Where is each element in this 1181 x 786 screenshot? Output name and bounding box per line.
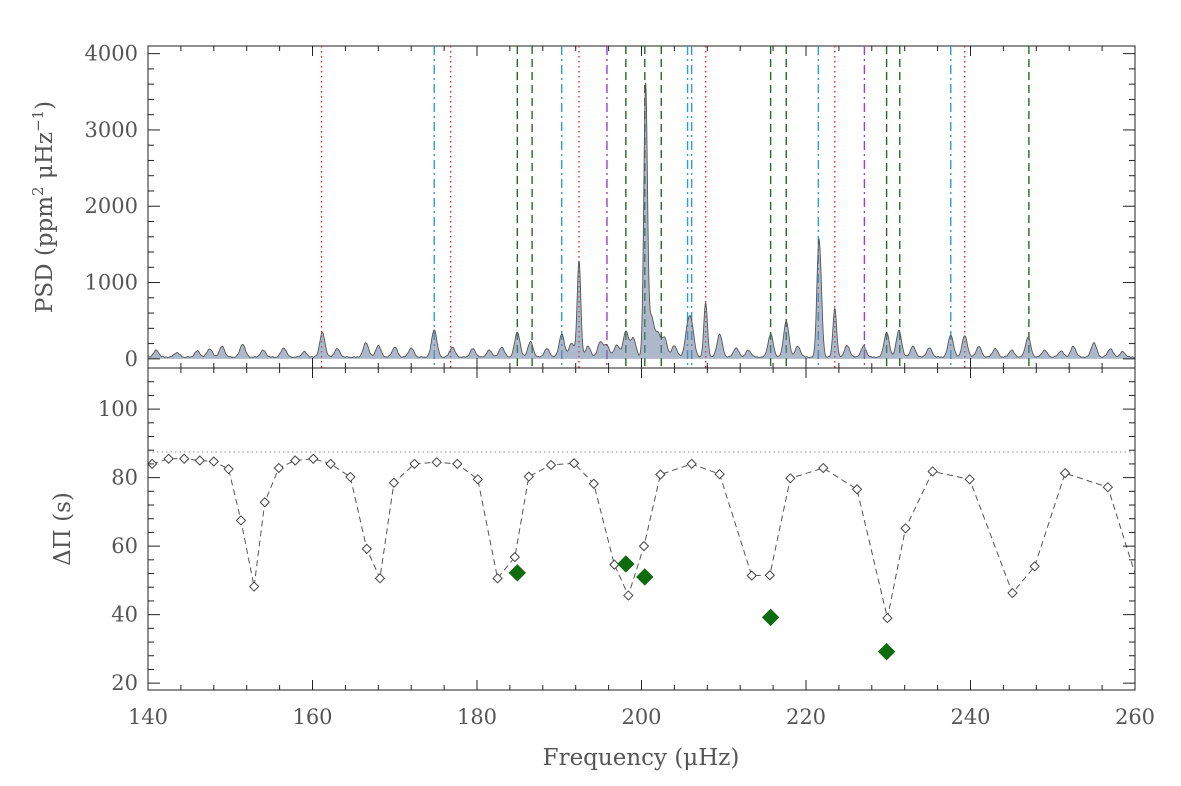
period-spacing-y-axis-label: ΔΠ (s) [50,492,76,566]
period-spacing-point [259,497,271,508]
period-spacing-point [248,581,260,592]
psd-peak-fill [148,82,1135,359]
observed-period-spacing-point [508,564,527,582]
dpi-ytick-label: 40 [111,603,138,627]
period-spacing-point [545,459,557,471]
period-spacing-point [374,573,386,584]
dpi-ytick-label: 80 [111,466,138,490]
xtick-label: 200 [621,705,661,729]
psd-ytick-label: 3000 [85,118,138,142]
period-spacing-point [178,453,190,464]
period-spacing-y-tick-labels: 20 40 60 80 100 [98,397,138,695]
period-spacing-point [900,523,911,534]
period-spacing-point [409,458,420,470]
psd-ytick-label: 0 [125,347,138,371]
period-spacing-open-diamonds [146,453,1114,624]
mode-marker-lines [320,46,1030,368]
period-spacing-point [588,478,600,489]
period-spacing-point [492,573,503,584]
period-spacing-point [568,458,580,469]
xtick-label: 140 [128,705,168,729]
psd-ytick-label: 2000 [85,194,138,218]
dpi-ytick-label: 100 [98,397,138,421]
period-spacing-point [308,453,319,464]
period-spacing-point [361,543,372,555]
psd-y-axis-label: PSD (ppm2 μHz−1) [29,101,58,313]
period-spacing-point [927,466,938,477]
period-spacing-point [1059,467,1071,479]
psd-panel-frame [147,45,1136,369]
period-spacing-point [746,570,757,581]
period-spacing-point [638,540,650,552]
period-spacing-point [714,468,725,480]
observed-period-spacing-point [877,642,896,661]
psd-ytick-label: 4000 [85,42,138,66]
xtick-label: 160 [292,705,332,729]
xtick-label: 240 [950,705,990,729]
dpi-ytick-label: 20 [111,671,138,695]
x-tick-labels: 140 160 180 200 220 240 260 [128,705,1155,729]
dpi-ytick-label: 60 [111,534,138,558]
period-spacing-point [623,590,634,601]
psd-panel: 0 1000 2000 3000 4000 PSD (ppm2 μHz−1) [29,42,1136,371]
period-spacing-point [851,484,863,495]
xtick-label: 220 [786,705,826,729]
period-spacing-point [523,471,535,482]
period-spacing-point [452,458,463,470]
period-spacing-point [509,551,521,563]
period-spacing-point [785,473,796,484]
period-spacing-point [1102,482,1114,493]
xtick-label: 260 [1115,705,1155,729]
period-spacing-point [208,456,220,467]
period-spacing-point [325,458,336,470]
xtick-label: 180 [457,705,497,729]
period-spacing-point [655,469,666,480]
observed-period-spacing-point [636,568,654,586]
observed-period-spacing-diamonds [508,555,896,661]
period-spacing-point [686,458,697,470]
x-axis-label: Frequency (μHz) [543,745,740,771]
period-spacing-point [1029,561,1040,572]
period-spacing-point [431,456,442,468]
period-spacing-dashed-curve [151,458,1136,619]
psd-y-tick-labels: 0 1000 2000 3000 4000 [85,42,138,371]
period-spacing-ticks [147,367,1136,690]
period-spacing-point [882,612,893,624]
period-spacing-panel-frame [147,367,1136,691]
psd-ticks [147,46,1136,368]
period-spacing-point [388,477,400,488]
period-spacing-point [472,474,484,485]
period-spacing-point [163,453,174,464]
period-spacing-point [1007,587,1018,599]
psd-spectrum-line [147,82,1135,358]
period-spacing-panel: 20 40 60 80 100 140 160 180 200 220 240 260 ΔΠ (s)… [50,367,1155,771]
period-spacing-point [235,515,247,526]
period-spacing-point [609,559,620,570]
observed-period-spacing-point [617,555,635,573]
period-spacing-point [273,462,284,474]
period-spacing-point [290,455,301,466]
period-spacing-point [964,474,975,485]
psd-ytick-label: 1000 [85,271,138,295]
observed-period-spacing-point [761,608,780,627]
period-spacing-point [818,462,829,474]
period-spacing-point [194,455,206,466]
period-spacing-point [223,463,234,475]
period-spacing-point [764,570,776,581]
period-spacing-point [345,471,356,483]
